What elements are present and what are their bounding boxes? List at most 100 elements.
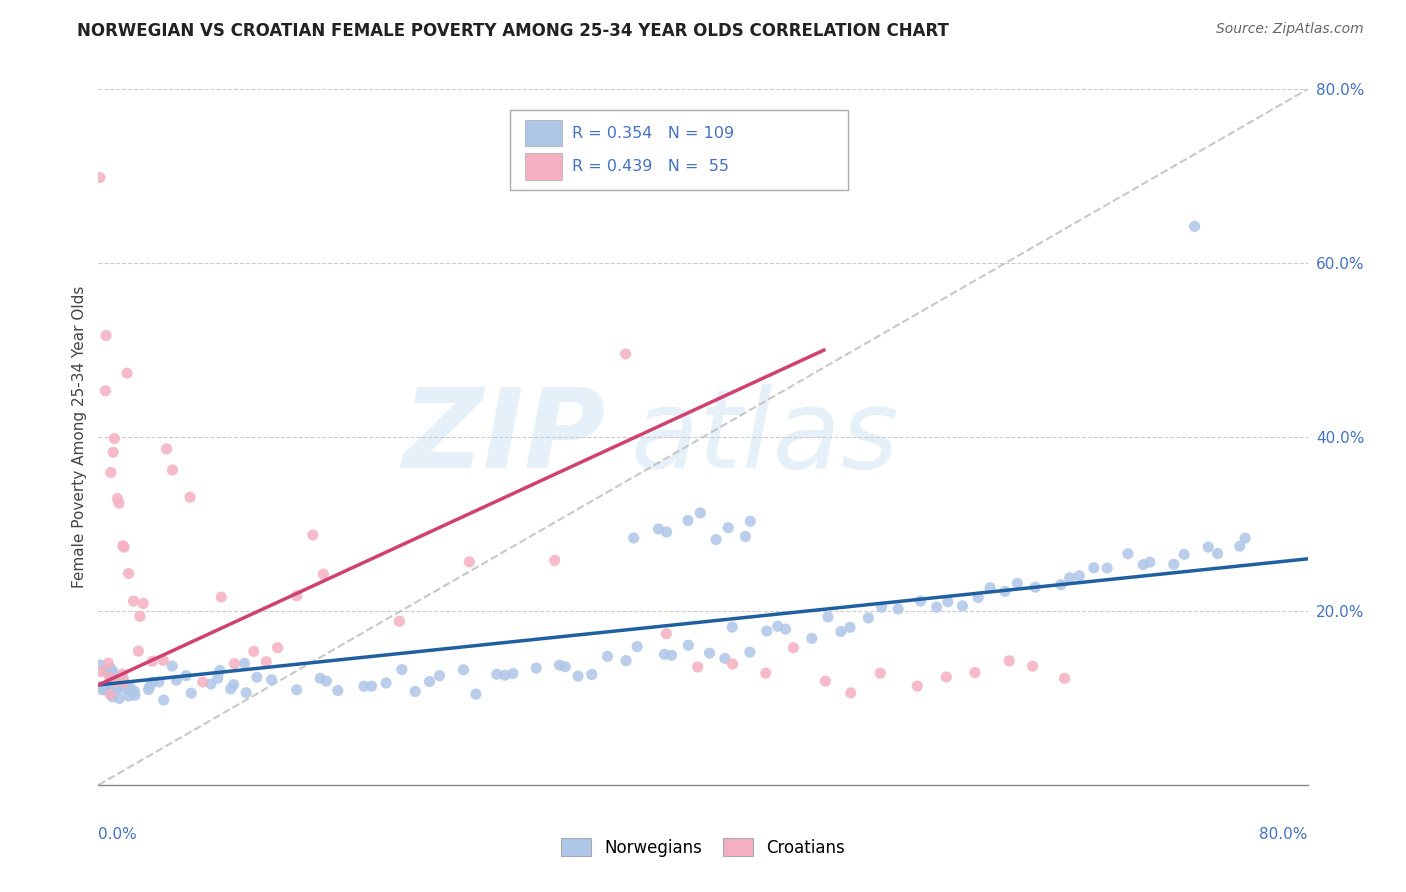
Point (108, 691, 131, 706)
Point (103, 673, 125, 688)
Point (96, 681, 118, 695)
Point (686, 660, 709, 674)
Point (775, 622, 797, 636)
Point (98, 674, 121, 689)
Point (200, 677, 222, 691)
Point (114, 681, 136, 696)
Point (738, 645, 761, 659)
Text: NORWEGIAN VS CROATIAN FEMALE POVERTY AMONG 25-34 YEAR OLDS CORRELATION CHART: NORWEGIAN VS CROATIAN FEMALE POVERTY AMO… (77, 22, 949, 40)
Point (596, 649, 619, 664)
Point (830, 624, 852, 639)
Point (152, 693, 174, 707)
Point (800, 632, 823, 646)
Point (112, 675, 135, 690)
Point (814, 674, 837, 689)
Point (98, 687, 121, 701)
Point (208, 664, 231, 678)
Point (209, 590, 232, 604)
Point (179, 490, 201, 504)
Point (839, 686, 862, 700)
Point (141, 654, 163, 668)
Text: R = 0.354   N = 109: R = 0.354 N = 109 (572, 126, 734, 141)
Point (111, 673, 134, 687)
Point (353, 679, 375, 693)
Point (112, 672, 135, 686)
Point (160, 659, 183, 673)
Point (1083, 561, 1105, 575)
Point (138, 682, 160, 697)
Point (285, 589, 308, 603)
Point (614, 654, 637, 668)
Point (89, 658, 111, 673)
Point (108, 496, 131, 510)
Point (858, 611, 880, 625)
Point (699, 646, 721, 660)
Point (129, 609, 152, 624)
Point (554, 659, 576, 673)
Point (543, 553, 565, 567)
Point (704, 533, 727, 547)
Point (869, 666, 891, 681)
Point (98, 681, 121, 695)
Point (360, 679, 382, 693)
Point (180, 686, 202, 700)
Point (391, 663, 413, 677)
Point (115, 366, 138, 380)
Point (1173, 547, 1195, 561)
Point (626, 640, 648, 654)
Point (1095, 561, 1118, 575)
Point (655, 626, 678, 640)
Text: 80.0%: 80.0% (1260, 827, 1308, 842)
Point (152, 654, 174, 668)
Point (870, 600, 893, 615)
Point (235, 686, 257, 700)
Point (191, 675, 214, 690)
Point (100, 662, 122, 676)
Point (156, 442, 179, 456)
Point (994, 584, 1017, 599)
Point (419, 674, 441, 689)
Point (100, 466, 122, 480)
Text: 0.0%: 0.0% (98, 827, 138, 842)
Point (755, 666, 778, 681)
Text: ZIP: ZIP (402, 384, 606, 491)
Point (817, 610, 839, 624)
Point (567, 669, 589, 683)
Point (94, 384, 117, 398)
Point (242, 644, 264, 658)
Point (1007, 576, 1029, 591)
Point (315, 674, 337, 689)
Point (90, 665, 112, 679)
Text: atlas: atlas (630, 384, 898, 491)
Point (266, 640, 288, 655)
FancyBboxPatch shape (509, 110, 848, 190)
Point (1059, 571, 1081, 585)
Point (97, 656, 120, 670)
Point (94, 328, 117, 343)
Point (714, 651, 737, 665)
Point (766, 619, 789, 633)
Point (96, 664, 118, 678)
Point (1132, 558, 1154, 572)
Point (721, 620, 744, 634)
Text: Source: ZipAtlas.com: Source: ZipAtlas.com (1216, 22, 1364, 37)
Point (1234, 531, 1257, 545)
Point (740, 514, 762, 528)
Point (141, 675, 163, 690)
Point (138, 680, 160, 694)
Point (1021, 659, 1043, 673)
Bar (526, 153, 561, 179)
Point (103, 432, 125, 446)
Point (1229, 539, 1251, 553)
Legend: Norwegians, Croatians: Norwegians, Croatians (561, 838, 845, 856)
Point (1024, 580, 1046, 594)
Point (120, 681, 142, 695)
Point (689, 506, 711, 520)
Point (94, 664, 117, 678)
Point (97, 682, 120, 697)
Point (89, 170, 111, 185)
Point (111, 539, 134, 553)
Point (132, 597, 155, 611)
Point (963, 665, 986, 680)
Point (404, 684, 426, 698)
